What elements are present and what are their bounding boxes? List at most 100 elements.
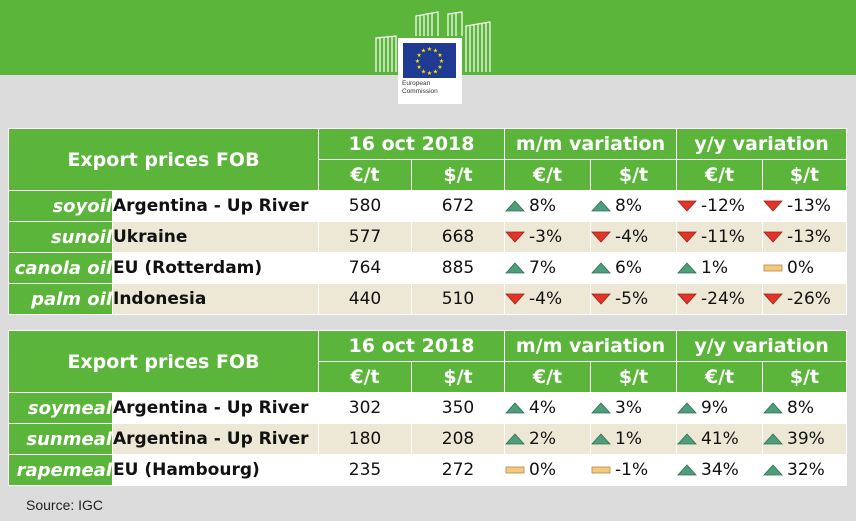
variation-yy-usd: 32% [762,454,848,486]
price-eur: 764 [318,252,412,284]
variation-yy-usd: -26% [762,283,848,315]
variation-yy-eur: 34% [676,454,764,486]
unit-header: $/t [410,361,506,393]
variation-yy-usd: -13% [762,221,848,253]
meal-price-table: Export prices FOB 16 oct 2018 m/m variatio… [8,330,848,486]
variation-value: -13% [787,227,831,247]
svg-text:★: ★ [421,68,426,75]
variation-value: 3% [615,398,642,418]
table-row: palm oil Indonesia 440 510 -4% -5% -24% -26% [8,283,848,315]
variation-value: 8% [787,398,814,418]
up-triangle-icon [591,262,611,274]
flat-bar-icon [505,464,525,476]
eu-flag-icon: ★ ★ ★ ★ ★ ★ ★ ★ ★ ★ ★ ★ [403,43,456,78]
variation-mm-eur: -4% [504,283,592,315]
variation-mm-usd: -5% [590,283,678,315]
table-title: Export prices FOB [8,128,319,191]
origin-name: EU (Rotterdam) [112,252,319,284]
yy-variation-header: y/y variation [676,128,848,160]
up-triangle-icon [505,262,525,274]
variation-value: 6% [615,258,642,278]
variation-yy-eur: 41% [676,423,764,455]
table-row: rapemeal EU (Hambourg) 235 272 0% -1% 34% 32% [8,454,848,486]
svg-text:★: ★ [439,58,444,65]
price-usd: 272 [410,454,506,486]
price-eur: 440 [318,283,412,315]
origin-name: Argentina - Up River [112,423,319,455]
variation-value: -4% [615,227,649,247]
unit-header: $/t [590,361,678,393]
up-triangle-icon [677,402,697,414]
up-triangle-icon [505,433,525,445]
price-usd: 668 [410,221,506,253]
variation-mm-usd: -4% [590,221,678,253]
variation-value: -13% [787,196,831,216]
down-triangle-icon [677,200,697,212]
down-triangle-icon [505,293,525,305]
table-title: Export prices FOB [8,330,319,393]
table-row: soymeal Argentina - Up River 302 350 4% 3% 9% 8… [8,392,848,424]
down-triangle-icon [763,231,783,243]
variation-value: 4% [529,398,556,418]
yy-variation-header: y/y variation [676,330,848,362]
origin-name: Argentina - Up River [112,392,319,424]
unit-header: €/t [504,361,592,393]
variation-value: 9% [701,398,728,418]
unit-header: €/t [318,361,412,393]
up-triangle-icon [505,200,525,212]
vegoil-price-table: Export prices FOB 16 oct 2018 m/m variatio… [8,128,848,315]
svg-text:★: ★ [433,68,438,75]
variation-value: 1% [615,429,642,449]
down-triangle-icon [591,231,611,243]
price-usd: 208 [410,423,506,455]
price-usd: 350 [410,392,506,424]
unit-header: €/t [318,159,412,191]
product-name: palm oil [8,283,113,315]
product-name: canola oil [8,252,113,284]
product-name: sunoil [8,221,113,253]
logo-line-1: European [402,80,431,87]
variation-value: 2% [529,429,556,449]
unit-header: €/t [676,361,764,393]
variation-yy-eur: 1% [676,252,764,284]
product-name: soyoil [8,190,113,222]
down-triangle-icon [763,200,783,212]
variation-yy-eur: -11% [676,221,764,253]
mm-variation-header: m/m variation [504,128,678,160]
unit-header: $/t [762,159,848,191]
up-triangle-icon [677,433,697,445]
product-name: sunmeal [8,423,113,455]
variation-value: 7% [529,258,556,278]
variation-mm-usd: 1% [590,423,678,455]
up-triangle-icon [591,433,611,445]
table-row: sunmeal Argentina - Up River 180 208 2% 1% 41%… [8,423,848,455]
flat-bar-icon [591,464,611,476]
up-triangle-icon [677,464,697,476]
variation-mm-usd: 6% [590,252,678,284]
price-eur: 577 [318,221,412,253]
svg-text:★: ★ [416,64,421,71]
price-usd: 510 [410,283,506,315]
svg-text:★: ★ [437,64,442,71]
variation-value: -12% [701,196,745,216]
down-triangle-icon [591,293,611,305]
variation-mm-usd: 3% [590,392,678,424]
variation-value: 34% [701,460,739,480]
svg-text:★: ★ [421,48,426,55]
variation-yy-eur: 9% [676,392,764,424]
down-triangle-icon [677,231,697,243]
price-eur: 580 [318,190,412,222]
svg-text:★: ★ [433,48,438,55]
down-triangle-icon [763,293,783,305]
variation-yy-usd: 0% [762,252,848,284]
variation-value: -3% [529,227,563,247]
down-triangle-icon [505,231,525,243]
source-note: Source: IGC [26,497,104,513]
up-triangle-icon [763,433,783,445]
variation-value: 0% [787,258,814,278]
date-header: 16 oct 2018 [317,128,506,160]
variation-yy-usd: 8% [762,392,848,424]
logo-text: European Commission [402,80,438,96]
variation-value: -4% [529,289,563,309]
variation-value: -5% [615,289,649,309]
